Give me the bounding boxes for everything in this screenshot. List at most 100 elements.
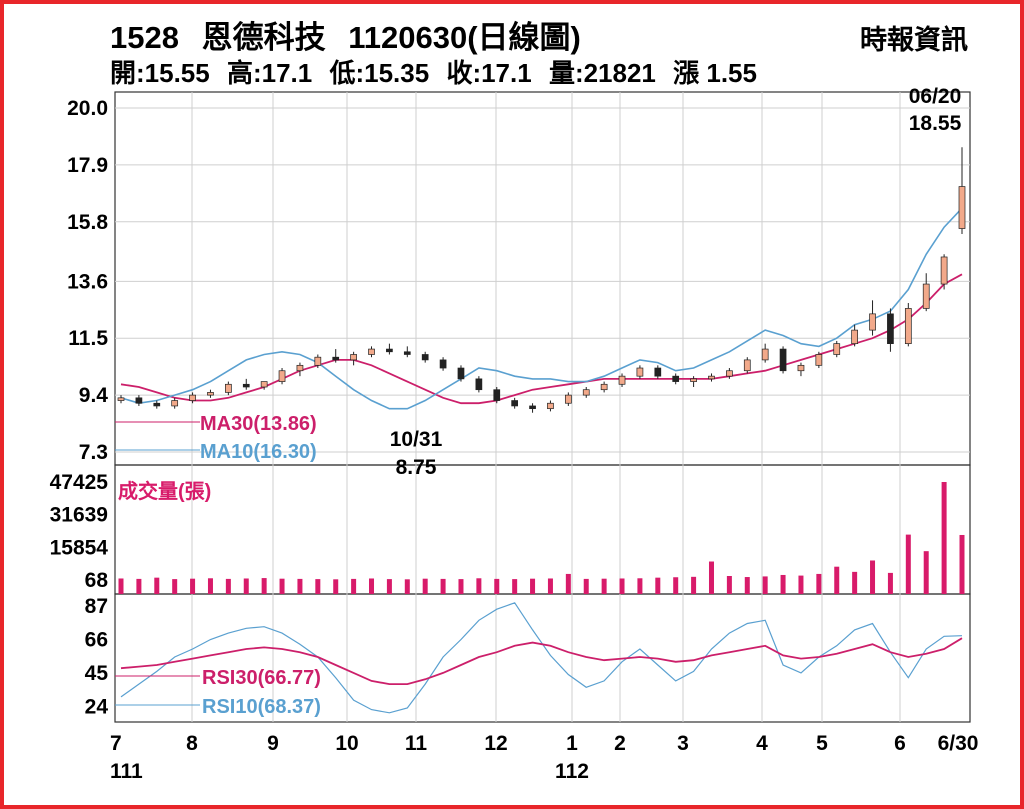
volume-tick-label: 15854 — [50, 536, 109, 559]
candle-body — [260, 381, 268, 388]
price-tick-label: 9.4 — [79, 384, 109, 407]
volume-bar — [422, 578, 428, 594]
rsi10-legend: RSI10(68.37) — [202, 696, 321, 718]
x-tick-label: 1 — [566, 732, 578, 755]
volume-bar — [386, 579, 392, 594]
candle-body — [922, 283, 930, 309]
candle-body — [690, 378, 697, 382]
volume-total: 量:21821 — [548, 58, 656, 88]
volume-bar — [512, 579, 518, 594]
candle-body — [386, 348, 393, 353]
candle-body — [726, 370, 733, 377]
volume-bar — [619, 578, 625, 594]
candle-body — [189, 394, 196, 401]
x-tick-label: 2 — [614, 732, 626, 755]
ma10-legend: MA10(16.30) — [200, 441, 317, 463]
x-tick-label: 10 — [335, 732, 358, 755]
price-change: 漲 1.55 — [673, 58, 757, 88]
rsi30-line — [120, 637, 963, 685]
volume-bar — [834, 566, 840, 594]
candle-body — [278, 370, 286, 382]
volume-bar — [172, 579, 178, 594]
price-tick-label: 20.0 — [67, 97, 108, 120]
candle-body — [153, 402, 161, 407]
candle-body — [242, 383, 250, 388]
x-tick-label: 8 — [186, 732, 198, 755]
rsi-tick-label: 45 — [85, 662, 109, 685]
volume-tick-label: 68 — [85, 569, 109, 592]
candle-body — [958, 186, 966, 229]
volume-bar — [583, 578, 589, 594]
price-tick-label: 11.5 — [68, 327, 108, 350]
volume-bar — [870, 560, 876, 594]
volume-bar — [136, 578, 142, 594]
ma30-legend: MA30(13.86) — [200, 413, 317, 435]
rsi-tick-label: 66 — [85, 628, 108, 651]
candle-body — [403, 351, 411, 355]
price-tick-label: 15.8 — [67, 211, 108, 234]
high-date-label: 06/20 — [909, 85, 962, 108]
x-tick-label: 11 — [405, 732, 428, 755]
volume-bar — [351, 578, 357, 594]
candle-body — [207, 392, 214, 396]
candle-body — [350, 354, 357, 361]
volume-bar — [118, 578, 124, 594]
candle-body — [743, 359, 751, 372]
volume-bar — [601, 578, 607, 594]
price-tick-label: 17.9 — [67, 154, 108, 177]
volume-bar — [798, 575, 804, 594]
candle-body — [887, 313, 894, 345]
volume-bar — [494, 578, 500, 594]
candle-body — [457, 367, 465, 380]
volume-tick-label: 31639 — [50, 504, 108, 527]
volume-bar — [655, 577, 661, 594]
x-tick-label: 3 — [677, 732, 689, 755]
volume-bar — [708, 561, 714, 594]
volume-bar — [959, 534, 965, 594]
candle-body — [582, 389, 590, 396]
volume-bar — [547, 578, 553, 594]
volume-bar — [315, 579, 321, 594]
x-tick-label: 9 — [267, 732, 279, 755]
volume-tick-label: 47425 — [50, 471, 109, 494]
volume-bar — [923, 551, 929, 594]
volume-bar — [333, 579, 339, 594]
candle-body — [851, 329, 858, 345]
candle-body — [940, 256, 948, 285]
ma10-line — [120, 207, 963, 410]
volume-bar — [780, 574, 786, 594]
volume-bar — [744, 577, 750, 594]
year-label: 111 — [110, 760, 143, 783]
candle-body — [493, 389, 501, 401]
close-price: 收:17.1 — [446, 58, 532, 88]
volume-bar — [852, 571, 858, 594]
volume-bar — [190, 578, 196, 594]
volume-bar — [637, 578, 643, 594]
volume-bar — [207, 578, 213, 594]
volume-bar — [297, 578, 303, 594]
candle-body — [225, 383, 232, 393]
candle-body — [833, 343, 841, 355]
candle-body — [511, 400, 519, 407]
candle-body — [171, 400, 179, 407]
x-tick-label: 5 — [816, 732, 828, 755]
candle-body — [421, 354, 429, 361]
rsi10-line — [120, 602, 963, 714]
low-date-label: 10/31 — [390, 428, 443, 451]
candle-body — [600, 383, 608, 391]
candle-body — [332, 356, 340, 361]
x-tick-label: 12 — [484, 732, 507, 755]
volume-bar — [440, 578, 446, 594]
candle-body — [529, 405, 536, 410]
candle-body — [296, 364, 304, 372]
chart-title: 1528 恩德科技 1120630(日線圖) — [110, 12, 595, 57]
price-tick-label: 13.6 — [67, 270, 108, 293]
candle-body — [439, 359, 447, 369]
volume-bar — [887, 572, 893, 594]
volume-bar — [726, 576, 732, 594]
stock-name: 恩德科技 — [201, 20, 326, 55]
volume-label: 成交量(張) — [118, 479, 211, 503]
volume-bar — [530, 578, 536, 594]
candle-body — [636, 367, 644, 377]
